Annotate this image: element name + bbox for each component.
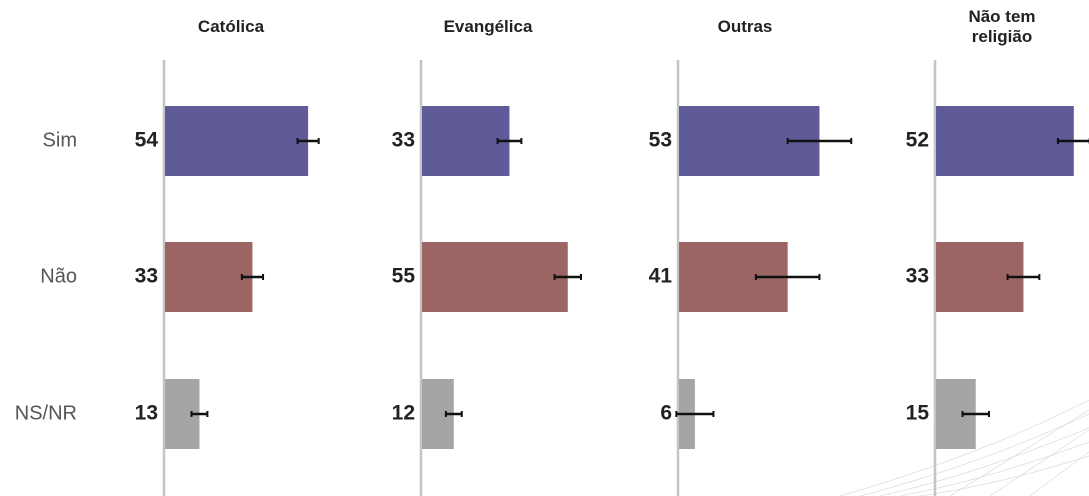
- value-label: 15: [906, 402, 930, 425]
- value-label: 53: [649, 129, 672, 152]
- bar: [936, 106, 1074, 176]
- decoration: [839, 399, 1089, 496]
- value-label: 33: [906, 265, 929, 288]
- value-label: 33: [135, 265, 158, 288]
- category-label: Não: [40, 265, 77, 287]
- panel-title: Outras: [717, 17, 773, 36]
- value-label: 55: [392, 265, 416, 288]
- bar: [422, 106, 510, 176]
- bar: [165, 242, 253, 312]
- category-label: Sim: [43, 129, 77, 151]
- panel-title: Não tem religião: [968, 7, 1036, 46]
- value-label: 12: [392, 402, 415, 425]
- bar: [422, 242, 568, 312]
- value-label: 54: [135, 129, 159, 152]
- bar: [165, 106, 309, 176]
- category-label: NS/NR: [15, 402, 77, 424]
- panel-title: Católica: [197, 17, 265, 36]
- panel-title: Evangélica: [443, 17, 533, 36]
- value-label: 13: [135, 402, 158, 425]
- value-label: 52: [906, 129, 929, 152]
- value-label: 33: [392, 129, 415, 152]
- value-label: 6: [660, 402, 672, 425]
- value-label: 41: [649, 265, 673, 288]
